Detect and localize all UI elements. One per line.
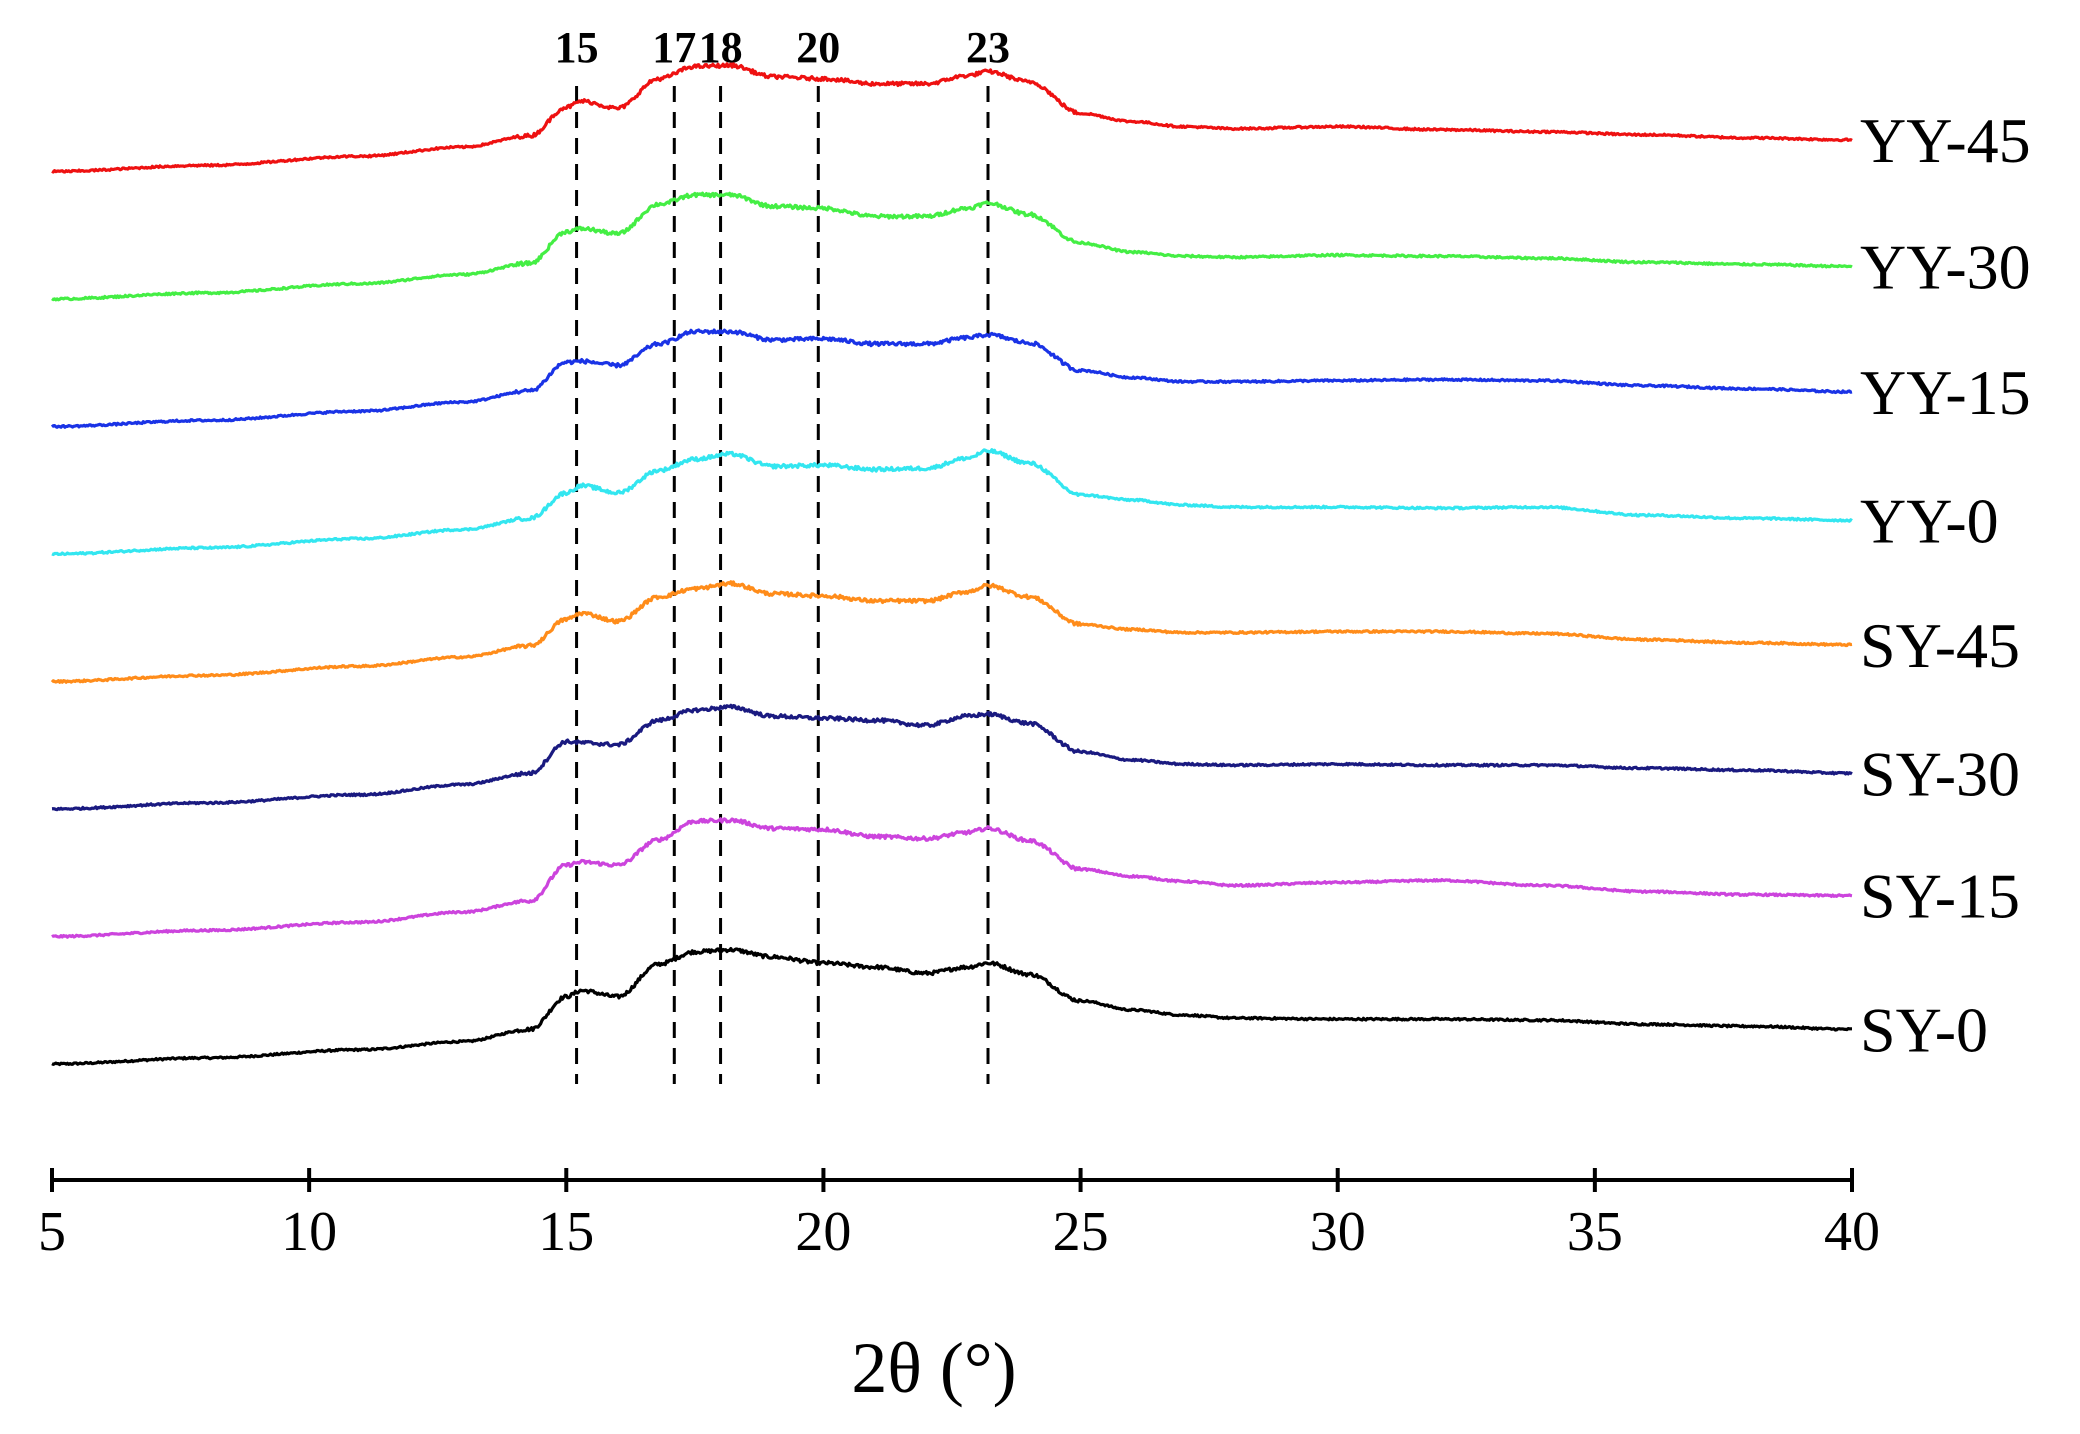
- reference-label-17: 17: [652, 23, 696, 72]
- series-label-yy-15: YY-15: [1860, 357, 2031, 428]
- series-label-yy-0: YY-0: [1860, 485, 1999, 556]
- series-label-sy-30: SY-30: [1860, 738, 2020, 809]
- x-tick-label-5: 5: [38, 1201, 66, 1263]
- x-tick-label-10: 10: [281, 1201, 337, 1263]
- x-tick-label-25: 25: [1053, 1201, 1109, 1263]
- series-labels: SY-0 SY-15 SY-30 SY-45 YY-0 YY-15 YY-30 YY-45: [1860, 105, 2031, 1065]
- series-group: [50, 62, 1853, 1067]
- series-label-sy-0: SY-0: [1860, 994, 1988, 1065]
- series-line-sy-15: [51, 817, 1853, 939]
- x-tick-label-30: 30: [1310, 1201, 1366, 1263]
- series-line-yy-15: [50, 328, 1853, 429]
- reference-label-20: 20: [796, 23, 840, 72]
- x-tick-label-35: 35: [1567, 1201, 1623, 1263]
- x-tick-label-40: 40: [1824, 1201, 1880, 1263]
- series-line-sy-30: [51, 703, 1853, 812]
- series-line-yy-0: [51, 448, 1853, 557]
- reference-label-15: 15: [555, 23, 599, 72]
- series-label-sy-45: SY-45: [1860, 610, 2020, 681]
- reference-lines: 15 17 18 20 23: [555, 23, 1010, 1084]
- reference-label-23: 23: [966, 23, 1010, 72]
- series-label-yy-30: YY-30: [1860, 231, 2031, 302]
- x-axis: 5 10 15 20 25 30 35 40: [38, 1168, 1880, 1263]
- series-line-sy-45: [50, 580, 1853, 684]
- series-label-yy-45: YY-45: [1860, 105, 2031, 176]
- series-line-yy-45: [51, 62, 1853, 174]
- x-tick-label-15: 15: [538, 1201, 594, 1263]
- series-line-yy-30: [51, 191, 1853, 302]
- x-tick-label-20: 20: [795, 1201, 851, 1263]
- x-axis-title: 2θ (°): [851, 1328, 1016, 1408]
- series-label-sy-15: SY-15: [1860, 861, 2020, 932]
- series-line-sy-0: [51, 946, 1853, 1067]
